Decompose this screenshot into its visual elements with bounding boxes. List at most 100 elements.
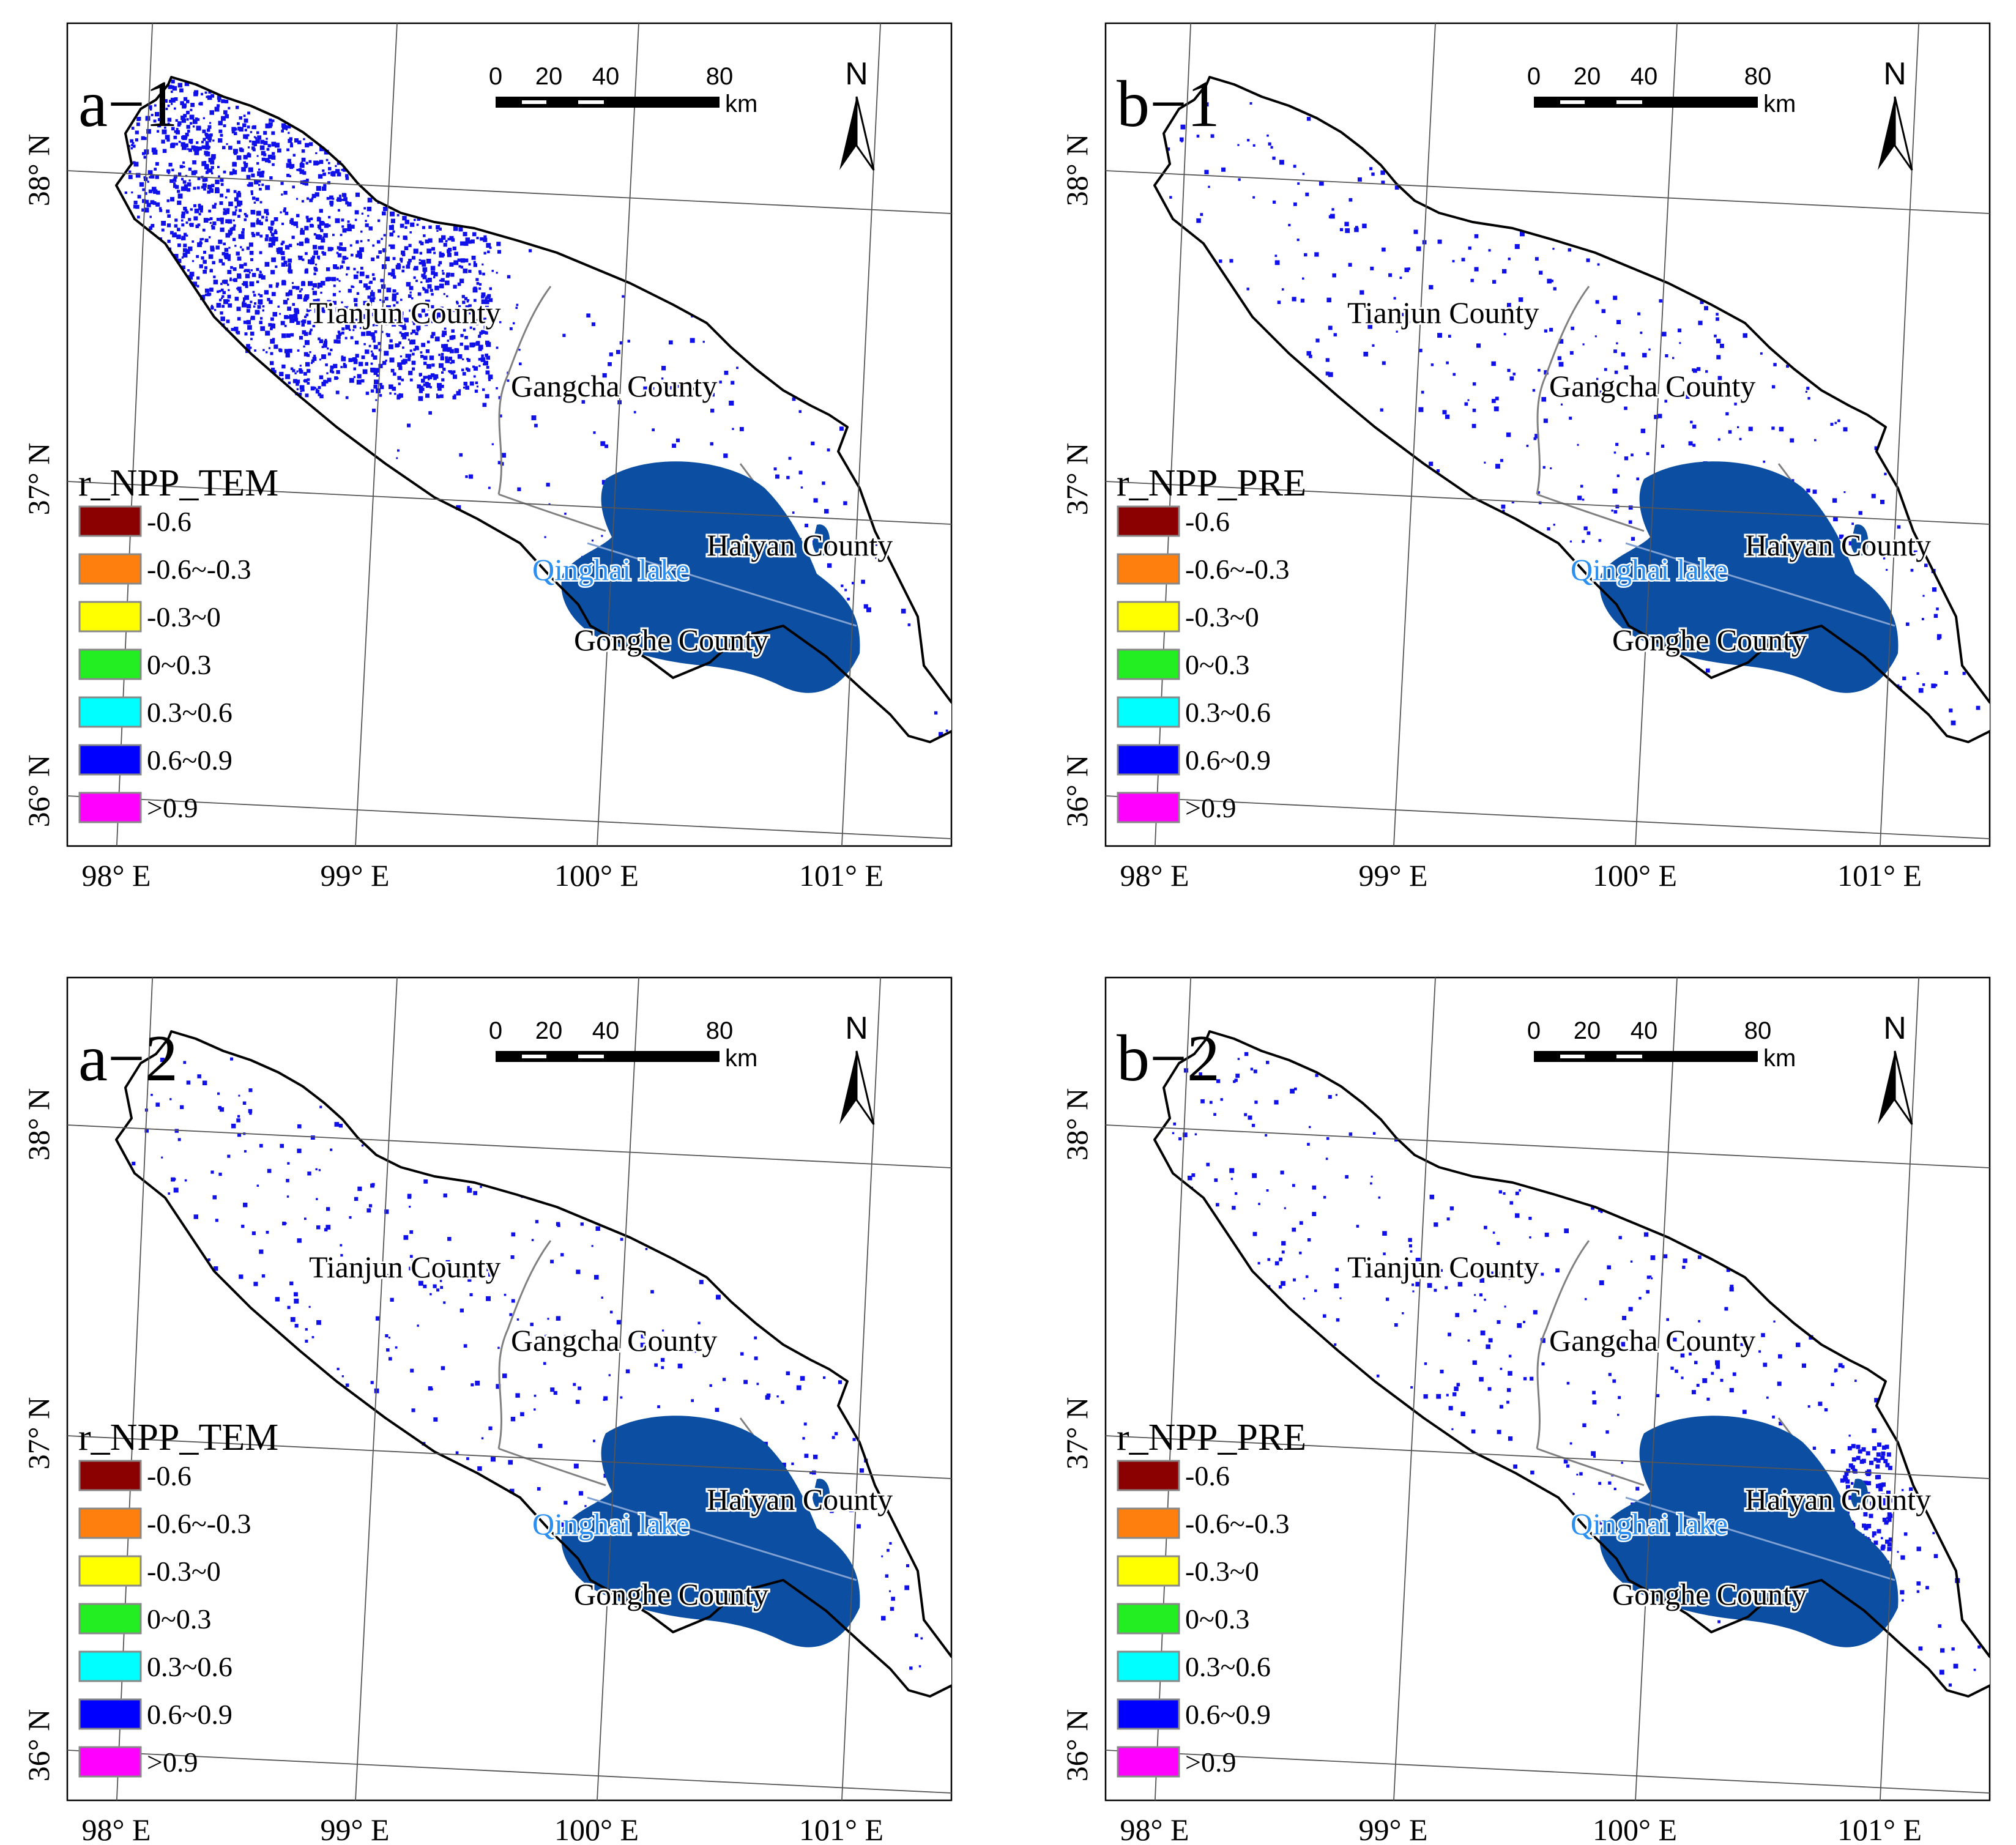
pixel	[1446, 1217, 1450, 1221]
pixel	[1292, 297, 1296, 302]
pixel	[237, 127, 242, 131]
pixel	[1456, 1383, 1460, 1387]
pixel	[221, 252, 225, 256]
pixel	[332, 277, 337, 281]
longitude-label: 101° E	[1837, 858, 1922, 893]
pixel	[133, 144, 136, 147]
pixel	[309, 142, 313, 146]
pixel	[461, 295, 465, 299]
legend-swatch	[78, 1650, 142, 1682]
pixel	[260, 326, 266, 331]
pixel	[609, 1310, 613, 1314]
pixel	[1716, 313, 1719, 316]
pixel	[1436, 1394, 1441, 1399]
pixel	[431, 292, 434, 296]
pixel	[373, 371, 378, 375]
pixel	[1299, 1221, 1303, 1225]
pixel	[428, 374, 433, 379]
pixel	[565, 1337, 568, 1341]
pixel	[1274, 254, 1278, 257]
pixel	[1394, 185, 1399, 190]
pixel	[328, 161, 330, 165]
pixel	[1504, 1305, 1506, 1308]
pixel	[242, 283, 244, 285]
pixel	[480, 357, 486, 362]
pixel	[389, 384, 393, 389]
pixel	[172, 86, 177, 91]
legend-label: 0.6~0.9	[147, 1699, 232, 1730]
pixel	[1586, 531, 1591, 535]
pixel	[196, 276, 200, 280]
pixel	[1530, 1376, 1534, 1381]
pixel	[243, 134, 248, 139]
pixel	[390, 244, 395, 250]
pixel	[259, 321, 262, 324]
pixel	[1569, 540, 1572, 543]
pixel	[411, 1408, 415, 1413]
pixel	[463, 269, 468, 273]
pixel	[839, 426, 844, 431]
pixel	[366, 206, 372, 212]
pixel	[135, 138, 138, 142]
pixel	[1936, 607, 1939, 611]
pixel	[1909, 1487, 1913, 1491]
pixel	[190, 208, 193, 211]
pixel	[252, 196, 256, 200]
pixel	[643, 386, 649, 392]
pixel	[1423, 1394, 1428, 1399]
pixel	[1885, 1539, 1889, 1544]
lake-islet	[1851, 524, 1869, 556]
pixel	[468, 240, 472, 244]
pixel	[251, 173, 255, 177]
pixel	[198, 213, 201, 216]
pixel	[1696, 1384, 1700, 1387]
pixel	[204, 132, 207, 136]
pixel	[1495, 1271, 1500, 1277]
pixel	[297, 1238, 302, 1243]
pixel	[1608, 1481, 1612, 1485]
pixel	[1479, 1293, 1482, 1297]
pixel	[218, 239, 223, 244]
pixel	[335, 218, 340, 223]
pixel	[1326, 1137, 1330, 1140]
pixel	[459, 1309, 464, 1313]
legend-label: -0.6~-0.3	[147, 554, 251, 585]
pixel	[1532, 388, 1536, 392]
pixel	[423, 376, 426, 379]
pixel	[1512, 373, 1516, 376]
pixel	[251, 1231, 256, 1235]
legend-swatch	[78, 744, 142, 776]
pixel	[1834, 1368, 1838, 1372]
pixel	[401, 378, 404, 382]
pixel	[486, 1296, 491, 1301]
pixel	[1314, 1289, 1317, 1293]
pixel	[412, 320, 415, 323]
pixel	[1508, 1371, 1512, 1376]
pixel	[359, 310, 362, 313]
pixel	[1173, 1123, 1177, 1126]
pixel	[1547, 278, 1552, 284]
pixel	[198, 146, 202, 150]
pixel	[280, 251, 285, 255]
pixel	[1801, 1363, 1806, 1368]
pixel	[221, 305, 225, 308]
pixel	[1334, 1343, 1337, 1346]
pixel	[641, 1334, 645, 1338]
pixel	[125, 191, 127, 194]
pixel	[233, 190, 237, 193]
pixel	[411, 1260, 415, 1263]
pixel	[1378, 1196, 1381, 1199]
scale-unit: km	[725, 1045, 757, 1072]
pixel	[270, 270, 275, 275]
pixel	[645, 1248, 648, 1250]
pixel	[1681, 1376, 1684, 1379]
pixel	[1371, 1175, 1373, 1178]
pixel	[1880, 1455, 1885, 1460]
pixel	[243, 114, 246, 117]
pixel	[305, 294, 310, 299]
pixel	[1434, 1288, 1437, 1292]
pixel	[1371, 173, 1375, 176]
pixel	[843, 501, 847, 505]
pixel	[489, 287, 492, 291]
pixel	[481, 1437, 484, 1439]
